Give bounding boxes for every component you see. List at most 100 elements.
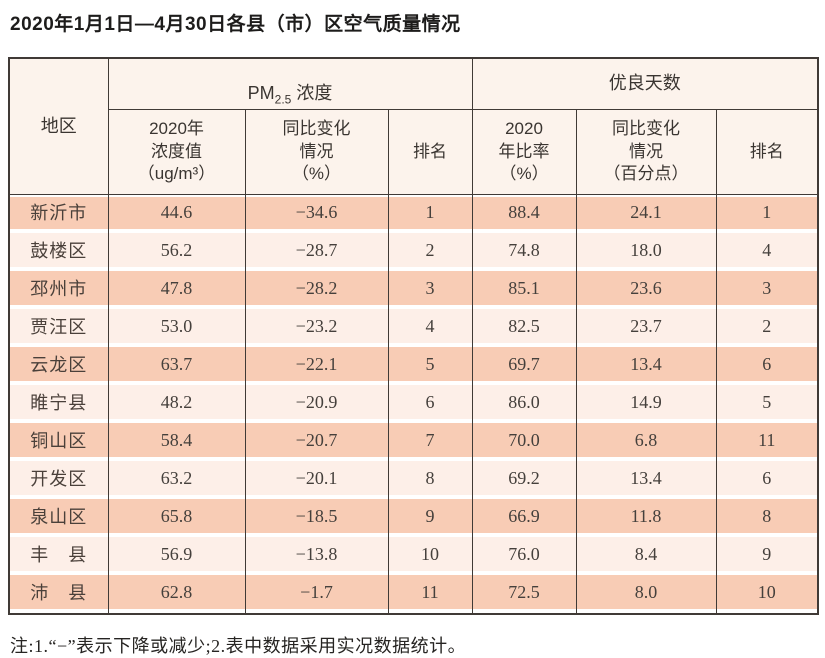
days-change-cell: 8.0 [575,574,717,614]
pm-rank-cell: 1 [387,194,473,233]
pm25-group-label: PM2.5 浓度 [247,83,333,107]
sub-header-row: 2020年 浓度值 （ug/m³） 同比变化 情况 （%） 排名 2020 年比… [9,109,819,195]
table-row: 泉山区 65.8 −18.5 9 66.9 11.8 8 [8,498,819,537]
days-rank-cell: 6 [715,346,819,385]
pm-value-cell: 53.0 [107,308,246,347]
pm-value-cell: 63.2 [107,460,246,499]
region-name-cell: 新沂市 [8,194,109,233]
page-title: 2020年1月1日—4月30日各县（市）区空气质量情况 [10,14,461,35]
pm-rank-cell: 6 [387,384,473,423]
region-name-cell: 铜山区 [8,422,109,461]
pm-change-cell: −18.5 [244,498,389,537]
pm-change-cell: −28.7 [244,232,389,271]
region-name-cell: 贾汪区 [8,308,109,347]
column-header-days-rate: 2020 年比率 （%） [471,109,577,195]
pm-change-cell: −20.9 [244,384,389,423]
table-row: 铜山区 58.4 −20.7 7 70.0 6.8 11 [8,422,819,461]
region-name-cell: 丰 县 [8,536,109,575]
table-row: 沛 县 62.8 −1.7 11 72.5 8.0 10 [8,574,819,614]
days-rate-cell: 85.1 [471,270,577,309]
table-body: 新沂市 44.6 −34.6 1 88.4 24.1 1 鼓楼区 56.2 −2… [8,194,819,614]
column-group-pm25: PM2.5 浓度 [107,58,473,110]
days-rank-cell: 2 [715,308,819,347]
table-row: 丰 县 56.9 −13.8 10 76.0 8.4 9 [8,536,819,575]
days-rate-cell: 69.7 [471,346,577,385]
days-rate-cell: 76.0 [471,536,577,575]
pm-rank-cell: 8 [387,460,473,499]
days-rate-cell: 72.5 [471,574,577,614]
air-quality-table: 地区 PM2.5 浓度 优良天数 2020年 浓度值 （ug/m³） 同比变化 … [8,57,820,615]
days-rate-cell: 74.8 [471,232,577,271]
table-row: 新沂市 44.6 −34.6 1 88.4 24.1 1 [8,194,819,233]
footnote: 注:1.“−”表示下降或减少;2.表中数据采用实况数据统计。 [10,635,467,656]
pm-change-cell: −23.2 [244,308,389,347]
pm-value-cell: 56.2 [107,232,246,271]
days-change-cell: 8.4 [575,536,717,575]
table-row: 云龙区 63.7 −22.1 5 69.7 13.4 6 [8,346,819,385]
pm-change-cell: −1.7 [244,574,389,614]
pm-value-cell: 58.4 [107,422,246,461]
pm-value-cell: 47.8 [107,270,246,309]
pm-value-cell: 63.7 [107,346,246,385]
column-header-pm-change: 同比变化 情况 （%） [244,109,389,195]
region-name-cell: 邳州市 [8,270,109,309]
days-change-cell: 13.4 [575,346,717,385]
table-row: 贾汪区 53.0 −23.2 4 82.5 23.7 2 [8,308,819,347]
pm-rank-cell: 2 [387,232,473,271]
days-rate-cell: 70.0 [471,422,577,461]
days-rank-cell: 3 [715,270,819,309]
pm-change-cell: −20.1 [244,460,389,499]
days-change-cell: 23.6 [575,270,717,309]
column-header-pm-value: 2020年 浓度值 （ug/m³） [107,109,246,195]
pm-rank-cell: 10 [387,536,473,575]
table-row: 邳州市 47.8 −28.2 3 85.1 23.6 3 [8,270,819,309]
region-name-cell: 鼓楼区 [8,232,109,271]
pm-rank-cell: 7 [387,422,473,461]
days-change-cell: 18.0 [575,232,717,271]
days-rank-cell: 9 [715,536,819,575]
region-name-cell: 沛 县 [8,574,109,614]
days-rank-cell: 8 [715,498,819,537]
column-header-region: 地区 [8,58,109,195]
pm-value-cell: 44.6 [107,194,246,233]
days-rank-cell: 11 [715,422,819,461]
days-rank-cell: 5 [715,384,819,423]
pm-rank-cell: 11 [387,574,473,614]
pm-value-cell: 65.8 [107,498,246,537]
days-rate-cell: 69.2 [471,460,577,499]
days-rank-cell: 4 [715,232,819,271]
days-change-cell: 14.9 [575,384,717,423]
days-rate-cell: 86.0 [471,384,577,423]
table-row: 开发区 63.2 −20.1 8 69.2 13.4 6 [8,460,819,499]
days-change-cell: 11.8 [575,498,717,537]
group-header-row: 地区 PM2.5 浓度 优良天数 [8,58,819,195]
pm-value-cell: 56.9 [107,536,246,575]
days-rank-cell: 6 [715,460,819,499]
pm-change-cell: −34.6 [244,194,389,233]
days-change-cell: 23.7 [575,308,717,347]
column-header-days-rank: 排名 [715,109,819,195]
days-change-cell: 24.1 [575,194,717,233]
days-rate-cell: 82.5 [471,308,577,347]
column-header-days-change: 同比变化 情况 （百分点） [575,109,717,195]
pm-change-cell: −13.8 [244,536,389,575]
pm-rank-cell: 9 [387,498,473,537]
pm-value-cell: 62.8 [107,574,246,614]
region-name-cell: 泉山区 [8,498,109,537]
pm-value-cell: 48.2 [107,384,246,423]
pm-change-cell: −20.7 [244,422,389,461]
days-rank-cell: 10 [715,574,819,614]
days-rank-cell: 1 [715,194,819,233]
table-row: 睢宁县 48.2 −20.9 6 86.0 14.9 5 [8,384,819,423]
pm-change-cell: −22.1 [244,346,389,385]
pm-change-cell: −28.2 [244,270,389,309]
days-change-cell: 13.4 [575,460,717,499]
region-name-cell: 云龙区 [8,346,109,385]
column-header-pm-rank: 排名 [387,109,473,195]
region-name-cell: 开发区 [8,460,109,499]
pm-rank-cell: 4 [387,308,473,347]
table-row: 鼓楼区 56.2 −28.7 2 74.8 18.0 4 [8,232,819,271]
column-group-good-days: 优良天数 [471,58,819,110]
pm-rank-cell: 5 [387,346,473,385]
table-header: 地区 PM2.5 浓度 优良天数 2020年 浓度值 （ug/m³） 同比变化 … [8,58,819,195]
